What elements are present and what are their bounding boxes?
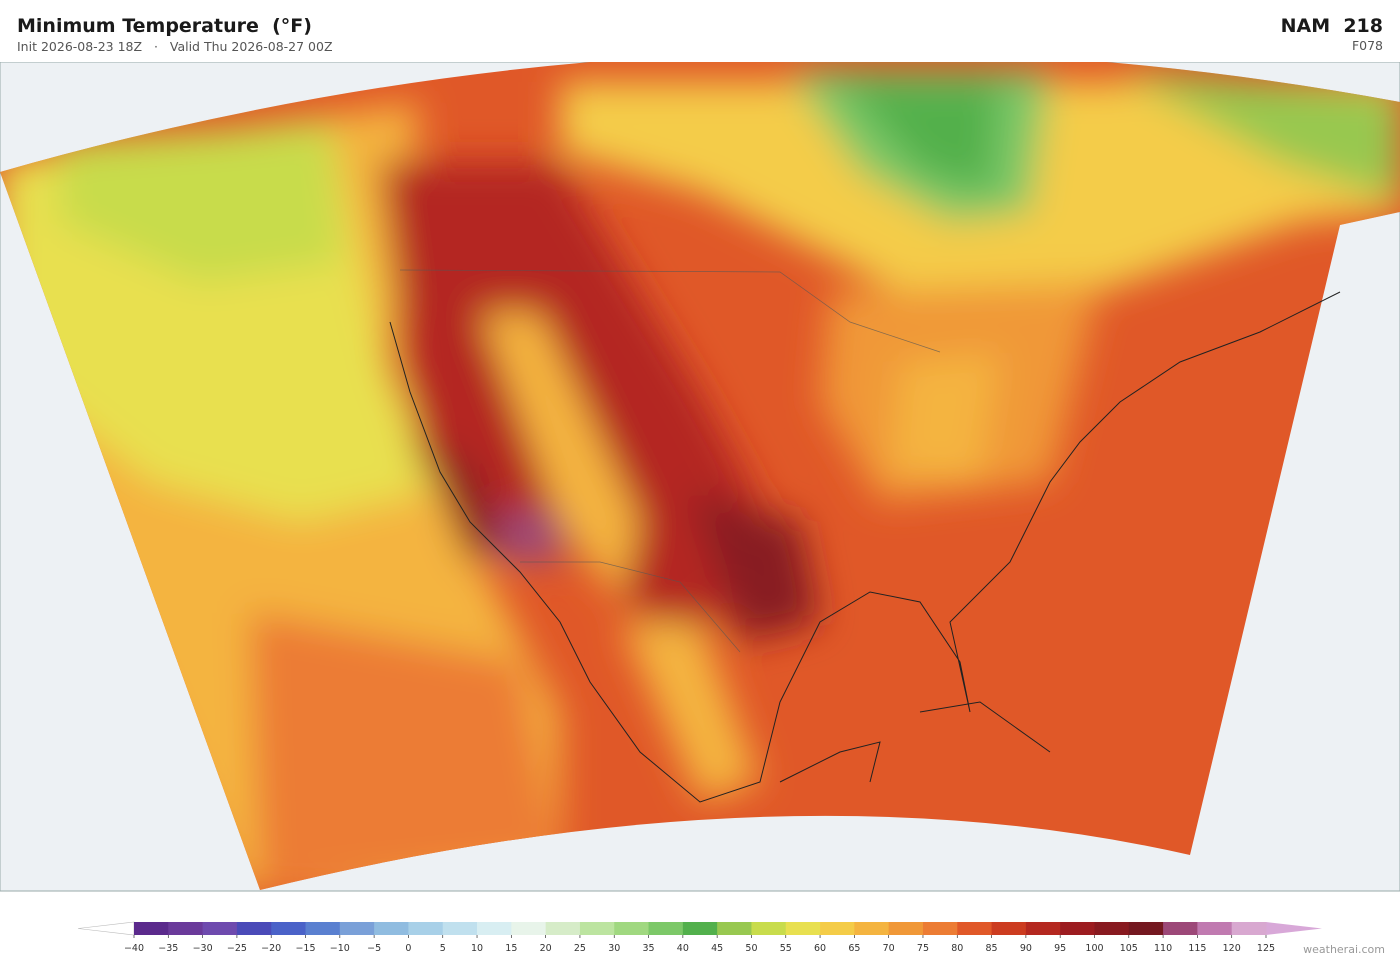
- colorbar-segment: [202, 922, 238, 935]
- colorbar-segment: [374, 922, 409, 935]
- colorbar-tick-label: −15: [295, 943, 315, 954]
- colorbar-segment: [614, 922, 650, 935]
- colorbar-tick-label: 65: [848, 943, 860, 954]
- colorbar-segment: [820, 922, 855, 935]
- colorbar-segment: [957, 922, 993, 935]
- colorbar-under: [77, 921, 135, 936]
- colorbar-tick-label: 100: [1085, 943, 1103, 954]
- colorbar-tick-label: 50: [745, 943, 757, 954]
- subtitle: Init 2026-08-23 18Z · Valid Thu 2026-08-…: [17, 39, 333, 54]
- colorbar-tick-label: 25: [574, 943, 586, 954]
- colorbar-segment: [1197, 922, 1233, 935]
- colorbar-tick-label: 95: [1054, 943, 1066, 954]
- map: [0, 62, 1400, 892]
- colorbar-tick-label: −25: [227, 943, 247, 954]
- colorbar-tick-label: −35: [158, 943, 178, 954]
- colorbar-segment: [854, 922, 890, 935]
- colorbar-segment: [888, 922, 924, 935]
- colorbar-tick-label: 15: [505, 943, 517, 954]
- colorbar-over: [1266, 922, 1322, 935]
- colorbar-tick-label: 0: [405, 943, 411, 954]
- title: Minimum Temperature (°F): [17, 15, 312, 37]
- colorbar-tick-label: 55: [780, 943, 792, 954]
- colorbar-segment: [991, 922, 1027, 935]
- colorbar-segment: [1060, 922, 1095, 935]
- init-time: Init 2026-08-23 18Z: [17, 39, 143, 54]
- colorbar-segment: [682, 922, 718, 935]
- colorbar-tick-label: 105: [1120, 943, 1138, 954]
- colorbar-segment: [785, 922, 821, 935]
- colorbar-segment: [339, 922, 375, 935]
- forecast-hour: F078: [1351, 38, 1383, 53]
- colorbar-segment: [236, 922, 272, 935]
- colorbar-tick-label: 10: [471, 943, 483, 954]
- colorbar-segment: [1128, 922, 1164, 935]
- colorbar-tick-label: 125: [1257, 943, 1275, 954]
- colorbar-segment: [648, 922, 684, 935]
- colorbar-segment: [271, 922, 307, 935]
- colorbar-segment: [408, 922, 444, 935]
- colorbar-segment: [579, 922, 615, 935]
- model-name: NAM 218: [1280, 15, 1383, 37]
- colorbar-segment: [717, 922, 752, 935]
- colorbar-tick-label: −20: [261, 943, 281, 954]
- colorbar-tick-label: −30: [193, 943, 213, 954]
- colorbar-tick-label: 30: [608, 943, 620, 954]
- colorbar-segment: [1231, 922, 1267, 935]
- colorbar-segment: [511, 922, 547, 935]
- colorbar-tick-label: 115: [1188, 943, 1206, 954]
- colorbar-segment: [134, 922, 169, 935]
- colorbar-tick-label: −5: [367, 943, 381, 954]
- colorbar-tick-label: 80: [951, 943, 963, 954]
- valid-time: Valid Thu 2026-08-27 00Z: [169, 39, 333, 54]
- colorbar-tick-label: −10: [330, 943, 350, 954]
- colorbar-tick-label: 75: [917, 943, 929, 954]
- separator: ·: [153, 39, 158, 54]
- watermark: weatherai.com: [1303, 943, 1385, 956]
- colorbar-segment: [1163, 922, 1198, 935]
- colorbar-segment: [477, 922, 512, 935]
- colorbar-tick-label: 120: [1223, 943, 1241, 954]
- colorbar: −40 −35 −30 −25 −20 −15 −10 −5 0 5 10 15 20 25 30 35 40 4…: [77, 921, 1322, 954]
- colorbar-segment: [751, 922, 787, 935]
- colorbar-segment: [305, 922, 341, 935]
- colorbar-tick-label: 90: [1020, 943, 1032, 954]
- colorbar-segment: [545, 922, 581, 935]
- colorbar-tick-label: 5: [440, 943, 446, 954]
- colorbar-tick-label: 35: [642, 943, 654, 954]
- coastlines: [389, 291, 1341, 803]
- temperature-field: [0, 62, 1400, 891]
- colorbar-tick-label: 20: [540, 943, 552, 954]
- colorbar-tick-label: −40: [124, 943, 144, 954]
- colorbar-tick-label: 70: [883, 943, 895, 954]
- colorbar-tick-label: 45: [711, 943, 723, 954]
- colorbar-tick-label: 60: [814, 943, 826, 954]
- colorbar-tick-label: 85: [986, 943, 998, 954]
- colorbar-segment: [168, 922, 204, 935]
- colorbar-segment: [1094, 922, 1130, 935]
- colorbar-tick-label: 40: [677, 943, 689, 954]
- colorbar-segment: [922, 922, 958, 935]
- colorbar-segment: [442, 922, 478, 935]
- colorbar-segment: [1025, 922, 1061, 935]
- borders: [399, 269, 941, 653]
- colorbar-tick-label: 110: [1154, 943, 1172, 954]
